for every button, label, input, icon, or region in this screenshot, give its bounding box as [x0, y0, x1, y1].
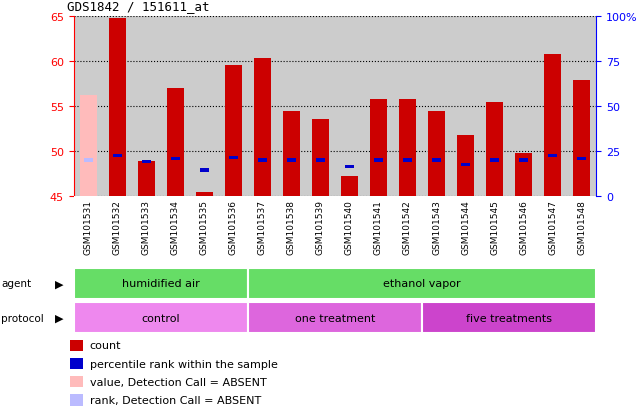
Bar: [374, 159, 383, 162]
Text: GDS1842 / 151611_at: GDS1842 / 151611_at: [67, 0, 210, 13]
Text: rank, Detection Call = ABSENT: rank, Detection Call = ABSENT: [90, 395, 261, 405]
Bar: [515, 154, 532, 197]
Bar: [486, 103, 503, 197]
Bar: [200, 169, 209, 172]
Bar: [312, 119, 329, 197]
Text: GSM101538: GSM101538: [287, 200, 296, 255]
Text: ▶: ▶: [54, 278, 63, 289]
Text: GSM101532: GSM101532: [113, 200, 122, 255]
Bar: [167, 89, 184, 197]
Text: ethanol vapor: ethanol vapor: [383, 278, 461, 289]
Bar: [457, 135, 474, 197]
Text: GSM101542: GSM101542: [403, 200, 412, 254]
Text: count: count: [90, 341, 121, 351]
Text: one treatment: one treatment: [295, 313, 375, 323]
Bar: [70, 376, 83, 387]
Text: GSM101539: GSM101539: [316, 200, 325, 255]
Bar: [283, 111, 300, 197]
Bar: [113, 154, 122, 158]
Bar: [345, 165, 354, 169]
Text: control: control: [142, 313, 180, 323]
Bar: [70, 358, 83, 370]
Bar: [229, 157, 238, 159]
Bar: [74, 302, 248, 333]
Bar: [316, 159, 325, 162]
Bar: [544, 55, 562, 197]
Bar: [490, 159, 499, 162]
Bar: [548, 154, 557, 158]
Text: GSM101537: GSM101537: [258, 200, 267, 255]
Bar: [248, 268, 596, 299]
Text: GSM101541: GSM101541: [374, 200, 383, 255]
Text: ▶: ▶: [54, 313, 63, 323]
Text: GSM101536: GSM101536: [229, 200, 238, 255]
Bar: [370, 100, 387, 197]
Bar: [196, 192, 213, 197]
Bar: [287, 159, 296, 162]
Bar: [428, 111, 445, 197]
Text: GSM101540: GSM101540: [345, 200, 354, 255]
Text: percentile rank within the sample: percentile rank within the sample: [90, 359, 278, 369]
Text: GSM101548: GSM101548: [577, 200, 586, 255]
Bar: [248, 302, 422, 333]
Text: GSM101544: GSM101544: [461, 200, 470, 254]
Bar: [519, 159, 528, 162]
Bar: [432, 159, 441, 162]
Bar: [224, 65, 242, 197]
Text: GSM101543: GSM101543: [432, 200, 441, 255]
Bar: [74, 268, 248, 299]
Text: GSM101534: GSM101534: [171, 200, 179, 255]
Bar: [422, 302, 596, 333]
Text: value, Detection Call = ABSENT: value, Detection Call = ABSENT: [90, 377, 267, 387]
Text: GSM101546: GSM101546: [519, 200, 528, 255]
Bar: [341, 177, 358, 197]
Bar: [142, 161, 151, 164]
Bar: [108, 19, 126, 197]
Bar: [70, 340, 83, 351]
Bar: [403, 159, 412, 162]
Bar: [254, 59, 271, 197]
Text: GSM101533: GSM101533: [142, 200, 151, 255]
Bar: [399, 100, 416, 197]
Text: GSM101535: GSM101535: [200, 200, 209, 255]
Text: GSM101545: GSM101545: [490, 200, 499, 255]
Bar: [573, 81, 590, 197]
Bar: [84, 159, 92, 162]
Text: agent: agent: [1, 278, 31, 289]
Bar: [79, 96, 97, 197]
Text: five treatments: five treatments: [466, 313, 552, 323]
Bar: [258, 159, 267, 162]
Bar: [171, 157, 179, 160]
Bar: [578, 157, 586, 160]
Text: GSM101531: GSM101531: [84, 200, 93, 255]
Text: humidified air: humidified air: [122, 278, 199, 289]
Text: GSM101547: GSM101547: [548, 200, 557, 255]
Bar: [70, 394, 83, 406]
Text: protocol: protocol: [1, 313, 44, 323]
Bar: [461, 164, 470, 167]
Bar: [138, 161, 155, 197]
